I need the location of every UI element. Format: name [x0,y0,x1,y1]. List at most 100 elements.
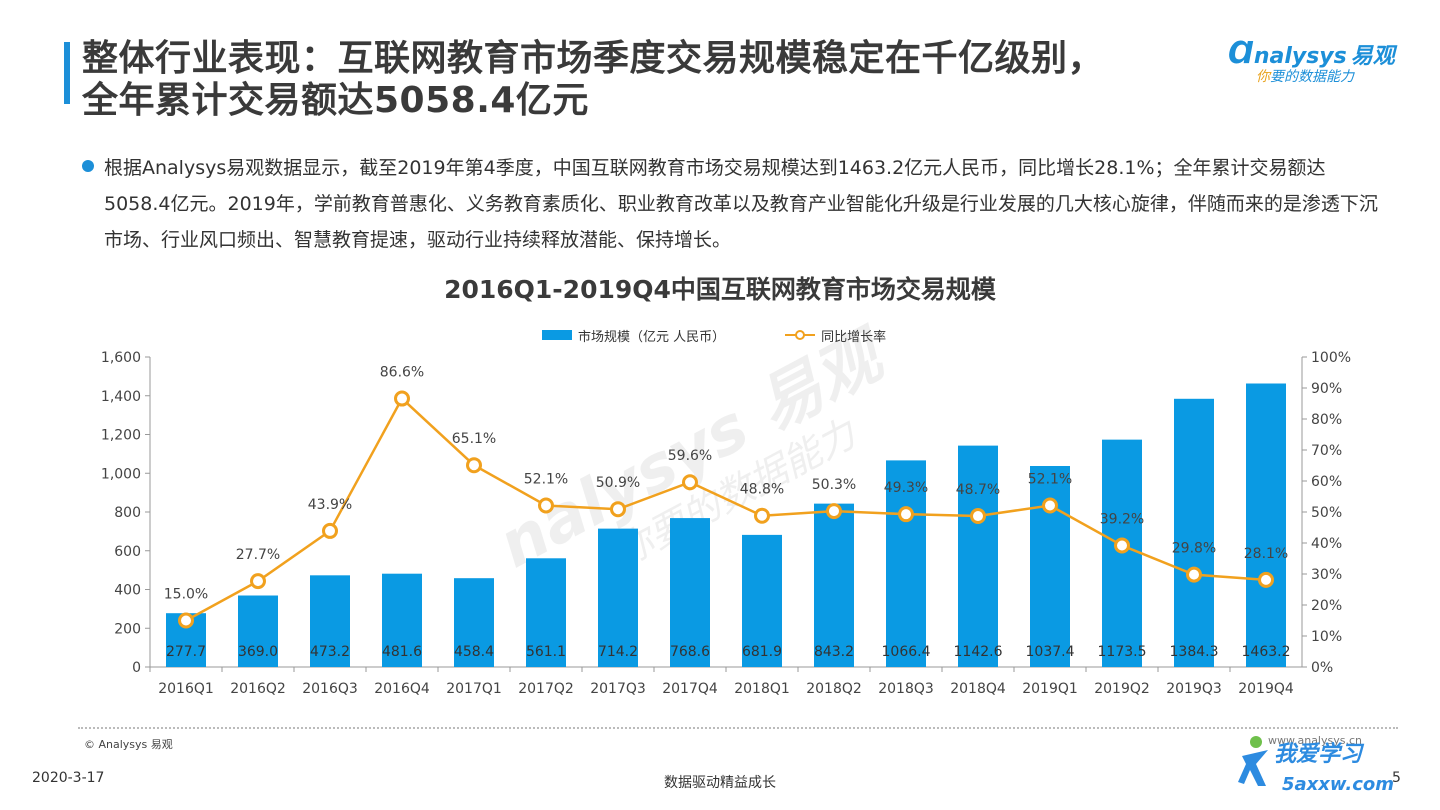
bar [382,573,422,667]
bar [886,460,926,667]
site-stamp: 我爱学习 5axxw.com [1236,730,1426,800]
line-series: 15.0% 27.7% 43.9% 86.6% 65.1% 52.1% 50.9% 59.6%… [164,365,1288,629]
line-data-label: 50.3% [812,477,856,493]
line-point [970,508,986,525]
x-tick-label: 2017Q2 [518,681,574,697]
bar [1174,398,1214,667]
site-url: www.analysys.cn [1268,734,1362,747]
bar [742,534,782,667]
line-point [682,474,698,491]
line-data-label: 29.8% [1172,541,1216,557]
line-data-label: 59.6% [668,448,712,464]
y-left-tick-label: 400 [114,583,141,599]
line-data-label: 52.1% [524,471,568,487]
line-data-label: 28.1% [1244,546,1288,562]
x-tick-label: 2017Q4 [662,681,718,697]
bar [1246,383,1286,667]
summary-paragraph: 根据Analysys易观数据显示，截至2019年第4季度，中国互联网教育市场交易… [104,157,1378,251]
page-number: 5 [1392,770,1401,786]
x-tick-label: 2016Q4 [374,681,430,697]
bar [310,575,350,667]
page-title: 整体行业表现：互联网教育市场季度交易规模稳定在千亿级别， 全年累计交易额达505… [82,38,1232,122]
bullet-icon [82,160,94,172]
x-tick-label: 2016Q3 [302,681,358,697]
y-left-tick-label: 0 [132,660,141,676]
line-data-label: 27.7% [236,547,280,563]
y-right-tick-label: 0% [1311,660,1333,676]
y-right-tick-label: 10% [1311,629,1342,645]
line-data-label: 49.3% [884,480,928,496]
line-data-label: 50.9% [596,475,640,491]
line-point [178,612,194,629]
y-right-tick-label: 50% [1311,505,1342,521]
line-point [1258,571,1274,588]
y-right-tick-label: 70% [1311,443,1342,459]
line-data-label: 43.9% [308,497,352,513]
legend-line-swatch [785,330,816,340]
analysys-logo: Ɑnalysys 易观 你要的数据能力 [1228,36,1395,85]
y-right-tick-label: 90% [1311,381,1342,397]
title-accent-bar [64,42,70,104]
legend-label-market-size: 市场规模（亿元 人民币） [578,329,726,345]
y-left-tick-label: 1,200 [101,428,141,444]
x-tick-label: 2017Q1 [446,681,502,697]
x-tick-label: 2017Q3 [590,681,646,697]
y-left-tick-label: 1,600 [101,350,141,366]
legend-label-growth-rate: 同比增长率 [821,329,887,345]
chart-title: 2016Q1-2019Q4中国互联网教育市场交易规模 [444,275,996,304]
page-title-line-2: 全年累计交易额达5058.4亿元 [82,80,589,121]
bar-series: 277.7 369.0 473.2 481.6 458.4 561.1 714.2 768.6… [166,383,1291,667]
line-point [1114,537,1130,554]
bar-data-label: 768.6 [670,644,710,660]
line-point [1042,497,1058,514]
bar-data-label: 458.4 [454,644,494,660]
y-right-tick-label: 30% [1311,567,1342,583]
x-tick-label: 2018Q1 [734,681,790,697]
bar-data-label: 277.7 [166,644,206,660]
line-point [610,501,626,518]
line-data-label: 48.8% [740,482,784,498]
y-right-tick-label: 20% [1311,598,1342,614]
legend-bar-swatch [542,330,572,340]
x-tick-label: 2019Q3 [1166,681,1222,697]
bar-data-label: 843.2 [814,644,854,660]
y-left-tick-label: 600 [114,544,141,560]
line-point [538,497,554,514]
bar [670,518,710,667]
bar [814,503,854,667]
bar [958,445,998,667]
figure-icon [1238,736,1268,786]
page-title-line-1: 整体行业表现：互联网教育市场季度交易规模稳定在千亿级别， [82,38,1105,79]
line-point [1186,566,1202,583]
x-tick-label: 2019Q2 [1094,681,1150,697]
bar-data-label: 1066.4 [882,644,931,660]
line-data-label: 52.1% [1028,471,1072,487]
line-point [322,522,338,539]
bar-data-label: 1037.4 [1026,644,1075,660]
bar-data-label: 473.2 [310,644,350,660]
x-tick-label: 2019Q4 [1238,681,1294,697]
bar-data-label: 1384.3 [1170,644,1219,660]
line-point [394,390,410,407]
y-left-tick-label: 1,000 [101,466,141,482]
bar [238,595,278,667]
bar-data-label: 481.6 [382,644,422,660]
footer-divider [78,727,1398,729]
line-data-label: 86.6% [380,365,424,381]
line-point [898,506,914,523]
bar-data-label: 1463.2 [1242,644,1291,660]
bar-data-label: 1173.5 [1098,644,1147,660]
bar-data-label: 714.2 [598,644,638,660]
bar [454,578,494,667]
bar [526,558,566,667]
y-right-tick-label: 60% [1311,474,1342,490]
bar-data-label: 561.1 [526,644,566,660]
y-right-tick-label: 100% [1311,350,1351,366]
x-tick-label: 2018Q3 [878,681,934,697]
y-right-tick-label: 80% [1311,412,1342,428]
chart-axes: 0 200 400 600 800 1,000 1,200 1,400 1,600 0% 10% 20… [101,350,1351,697]
line-data-label: 65.1% [452,431,496,447]
line-data-label: 15.0% [164,587,208,603]
line-point [250,573,266,590]
copyright: © Analysys 易观 [84,738,173,751]
